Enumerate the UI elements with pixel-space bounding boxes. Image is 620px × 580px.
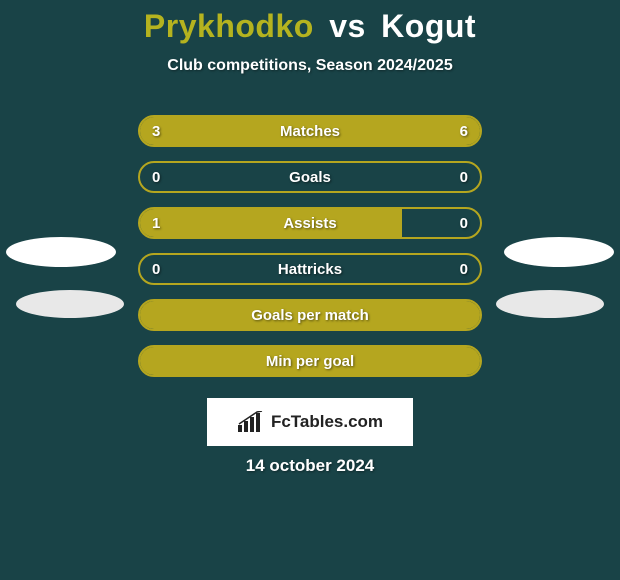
player1-badge-top bbox=[6, 237, 116, 267]
stat-row: Goals per match bbox=[138, 299, 482, 331]
stat-row: 00Goals bbox=[138, 161, 482, 193]
stat-label: Assists bbox=[140, 209, 480, 237]
date-label: 14 october 2024 bbox=[0, 456, 620, 476]
site-logo: FcTables.com bbox=[207, 398, 413, 446]
stat-label: Goals per match bbox=[140, 301, 480, 329]
player2-name: Kogut bbox=[381, 8, 476, 44]
vs-label: vs bbox=[329, 8, 366, 44]
stat-label: Min per goal bbox=[140, 347, 480, 375]
comparison-title: Prykhodko vs Kogut bbox=[0, 0, 620, 45]
player2-badge-top bbox=[504, 237, 614, 267]
subtitle: Club competitions, Season 2024/2025 bbox=[0, 57, 620, 75]
bars-icon bbox=[237, 411, 265, 433]
stat-row: 00Hattricks bbox=[138, 253, 482, 285]
player1-badge-bottom bbox=[16, 290, 124, 318]
logo-text: FcTables.com bbox=[271, 412, 383, 432]
stat-label: Hattricks bbox=[140, 255, 480, 283]
stat-bars: 36Matches 00Goals 10Assists 00Hattricks Goal… bbox=[138, 115, 482, 391]
stat-label: Goals bbox=[140, 163, 480, 191]
stat-row: 10Assists bbox=[138, 207, 482, 239]
player1-name: Prykhodko bbox=[144, 8, 314, 44]
player2-badge-bottom bbox=[496, 290, 604, 318]
stat-label: Matches bbox=[140, 117, 480, 145]
stat-row: 36Matches bbox=[138, 115, 482, 147]
stat-row: Min per goal bbox=[138, 345, 482, 377]
